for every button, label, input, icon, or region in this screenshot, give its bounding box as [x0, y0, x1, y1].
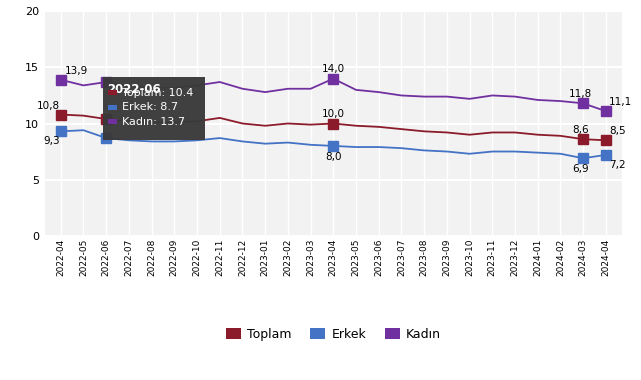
- Text: 10,8: 10,8: [37, 101, 60, 111]
- Text: Toplam: 10.4: Toplam: 10.4: [122, 88, 194, 98]
- Text: 2022-06: 2022-06: [107, 83, 161, 96]
- Bar: [108, 90, 117, 95]
- Text: 11,8: 11,8: [569, 89, 592, 100]
- Legend: Toplam, Erkek, Kadın: Toplam, Erkek, Kadın: [221, 323, 446, 346]
- Text: 7,2: 7,2: [610, 160, 626, 171]
- Text: 13,9: 13,9: [65, 66, 88, 76]
- Bar: [108, 119, 117, 124]
- Text: 14,0: 14,0: [322, 64, 345, 74]
- Text: 6,9: 6,9: [572, 164, 589, 174]
- Text: Erkek: 8.7: Erkek: 8.7: [122, 102, 178, 112]
- Bar: [108, 105, 117, 109]
- Text: 9,3: 9,3: [43, 136, 60, 146]
- FancyBboxPatch shape: [103, 77, 205, 140]
- Text: 8,0: 8,0: [325, 152, 342, 162]
- Text: Kadın: 13.7: Kadın: 13.7: [122, 117, 185, 127]
- Text: 10,0: 10,0: [322, 109, 345, 119]
- Text: 8,5: 8,5: [610, 127, 626, 136]
- Text: 8,6: 8,6: [572, 125, 589, 135]
- Text: 11,1: 11,1: [610, 97, 633, 107]
